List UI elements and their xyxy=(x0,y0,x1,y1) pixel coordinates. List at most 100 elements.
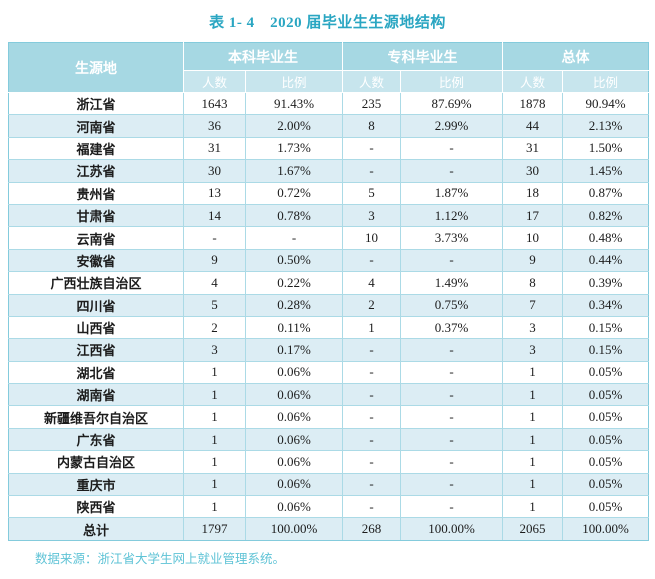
region-cell: 江西省 xyxy=(8,338,184,362)
region-cell: 湖北省 xyxy=(8,360,184,385)
value-cell: 7 xyxy=(502,293,563,317)
value-cell: 1 xyxy=(183,495,246,519)
value-cell: 1 xyxy=(502,360,563,385)
value-cell: 87.69% xyxy=(400,91,503,116)
value-cell: 17 xyxy=(502,203,563,228)
region-cell: 河南省 xyxy=(8,114,184,138)
value-cell: - xyxy=(400,450,503,474)
value-cell: - xyxy=(400,405,503,429)
value-cell: - xyxy=(400,338,503,362)
value-cell: 4 xyxy=(183,271,246,295)
value-cell: 235 xyxy=(342,91,401,116)
region-cell: 甘肃省 xyxy=(8,203,184,228)
value-cell: 1 xyxy=(502,383,563,407)
value-cell: - xyxy=(342,338,401,362)
table-row: 河南省 36 2.00% 8 2.99% 44 2.13% xyxy=(8,114,649,138)
value-cell: 0.06% xyxy=(245,405,343,429)
value-cell: 0.06% xyxy=(245,472,343,497)
value-cell: - xyxy=(400,495,503,519)
table-row: 广西壮族自治区 4 0.22% 4 1.49% 8 0.39% xyxy=(8,271,649,295)
value-cell: 1 xyxy=(502,472,563,497)
value-cell: 0.05% xyxy=(562,383,649,407)
region-cell: 云南省 xyxy=(8,226,184,250)
value-cell: 0.37% xyxy=(400,315,503,340)
value-cell: 0.05% xyxy=(562,360,649,385)
value-cell: 2.00% xyxy=(245,114,343,138)
value-cell: 0.05% xyxy=(562,495,649,519)
value-cell: 1 xyxy=(183,360,246,385)
table-row: 浙江省 1643 91.43% 235 87.69% 1878 90.94% xyxy=(8,91,649,116)
value-cell: 0.44% xyxy=(562,248,649,273)
value-cell: 0.82% xyxy=(562,203,649,228)
value-cell: - xyxy=(400,159,503,183)
table-row: 山西省 2 0.11% 1 0.37% 3 0.15% xyxy=(8,315,649,340)
value-cell: 0.15% xyxy=(562,315,649,340)
region-cell: 内蒙古自治区 xyxy=(8,450,184,474)
value-cell: 90.94% xyxy=(562,91,649,116)
table-row: 广东省 1 0.06% - -1 0.05% xyxy=(8,427,649,452)
value-cell: 268 xyxy=(342,517,401,541)
value-cell: 0.28% xyxy=(245,293,343,317)
value-cell: 0.48% xyxy=(562,226,649,250)
value-cell: 0.05% xyxy=(562,427,649,452)
region-cell: 江苏省 xyxy=(8,159,184,183)
value-cell: 0.05% xyxy=(562,450,649,474)
value-cell: 8 xyxy=(342,114,401,138)
value-cell: 0.06% xyxy=(245,360,343,385)
value-cell: 0.06% xyxy=(245,427,343,452)
region-cell: 山西省 xyxy=(8,315,184,340)
value-cell: 2.99% xyxy=(400,114,503,138)
region-cell: 四川省 xyxy=(8,293,184,317)
value-cell: 30 xyxy=(502,159,563,183)
value-cell: 10 xyxy=(502,226,563,250)
value-cell: 1.12% xyxy=(400,203,503,228)
value-cell: 3.73% xyxy=(400,226,503,250)
value-cell: 18 xyxy=(502,181,563,205)
value-cell: 2065 xyxy=(502,517,563,541)
table-row: 江苏省 30 1.67% - -30 1.45% xyxy=(8,159,649,183)
group-header-undergraduate: 本科毕业生 xyxy=(183,42,343,71)
value-cell: 0.06% xyxy=(245,450,343,474)
value-cell: 1 xyxy=(183,383,246,407)
sub-header-ratio: 比例 xyxy=(245,70,343,93)
value-cell: 0.11% xyxy=(245,315,343,340)
value-cell: 1 xyxy=(342,315,401,340)
value-cell: 0.05% xyxy=(562,472,649,497)
value-cell: 5 xyxy=(183,293,246,317)
table-row: 湖北省 1 0.06% - -1 0.05% xyxy=(8,360,649,385)
value-cell: 100.00% xyxy=(562,517,649,541)
value-cell: - xyxy=(245,226,343,250)
value-cell: 0.75% xyxy=(400,293,503,317)
value-cell: 3 xyxy=(502,338,563,362)
group-header-overall: 总体 xyxy=(502,42,649,71)
value-cell: - xyxy=(342,248,401,273)
sub-header-count: 人数 xyxy=(502,70,563,93)
value-cell: 0.22% xyxy=(245,271,343,295)
value-cell: 1.87% xyxy=(400,181,503,205)
region-cell: 浙江省 xyxy=(8,91,184,116)
table-row: 湖南省 1 0.06% - -1 0.05% xyxy=(8,383,649,407)
value-cell: 2.13% xyxy=(562,114,649,138)
value-cell: 1.50% xyxy=(562,136,649,161)
value-cell: 1878 xyxy=(502,91,563,116)
region-cell: 广西壮族自治区 xyxy=(8,271,184,295)
value-cell: 1643 xyxy=(183,91,246,116)
value-cell: 0.50% xyxy=(245,248,343,273)
value-cell: - xyxy=(400,248,503,273)
value-cell: 1 xyxy=(502,405,563,429)
value-cell: - xyxy=(400,136,503,161)
table-row: 江西省 3 0.17% - -3 0.15% xyxy=(8,338,649,362)
table-row: 贵州省 13 0.72% 5 1.87% 18 0.87% xyxy=(8,181,649,205)
total-row: 总计 1797 100.00% 268 100.00% 2065 100.00% xyxy=(8,517,649,541)
value-cell: 0.78% xyxy=(245,203,343,228)
value-cell: 10 xyxy=(342,226,401,250)
table-row: 重庆市 1 0.06% - -1 0.05% xyxy=(8,472,649,497)
value-cell: - xyxy=(342,405,401,429)
sub-header-row: 人数 比例 人数 比例 人数 比例 xyxy=(9,70,649,93)
value-cell: - xyxy=(400,427,503,452)
value-cell: 1.45% xyxy=(562,159,649,183)
table-row: 云南省 - -10 3.73% 10 0.48% xyxy=(8,226,649,250)
value-cell: 1.49% xyxy=(400,271,503,295)
table-body: 浙江省 1643 91.43% 235 87.69% 1878 90.94% 河南省 36 2.0… xyxy=(8,91,649,541)
table-header: 生源地 本科毕业生 专科毕业生 总体 人数 比例 人数 比例 人数 比例 xyxy=(8,42,649,93)
